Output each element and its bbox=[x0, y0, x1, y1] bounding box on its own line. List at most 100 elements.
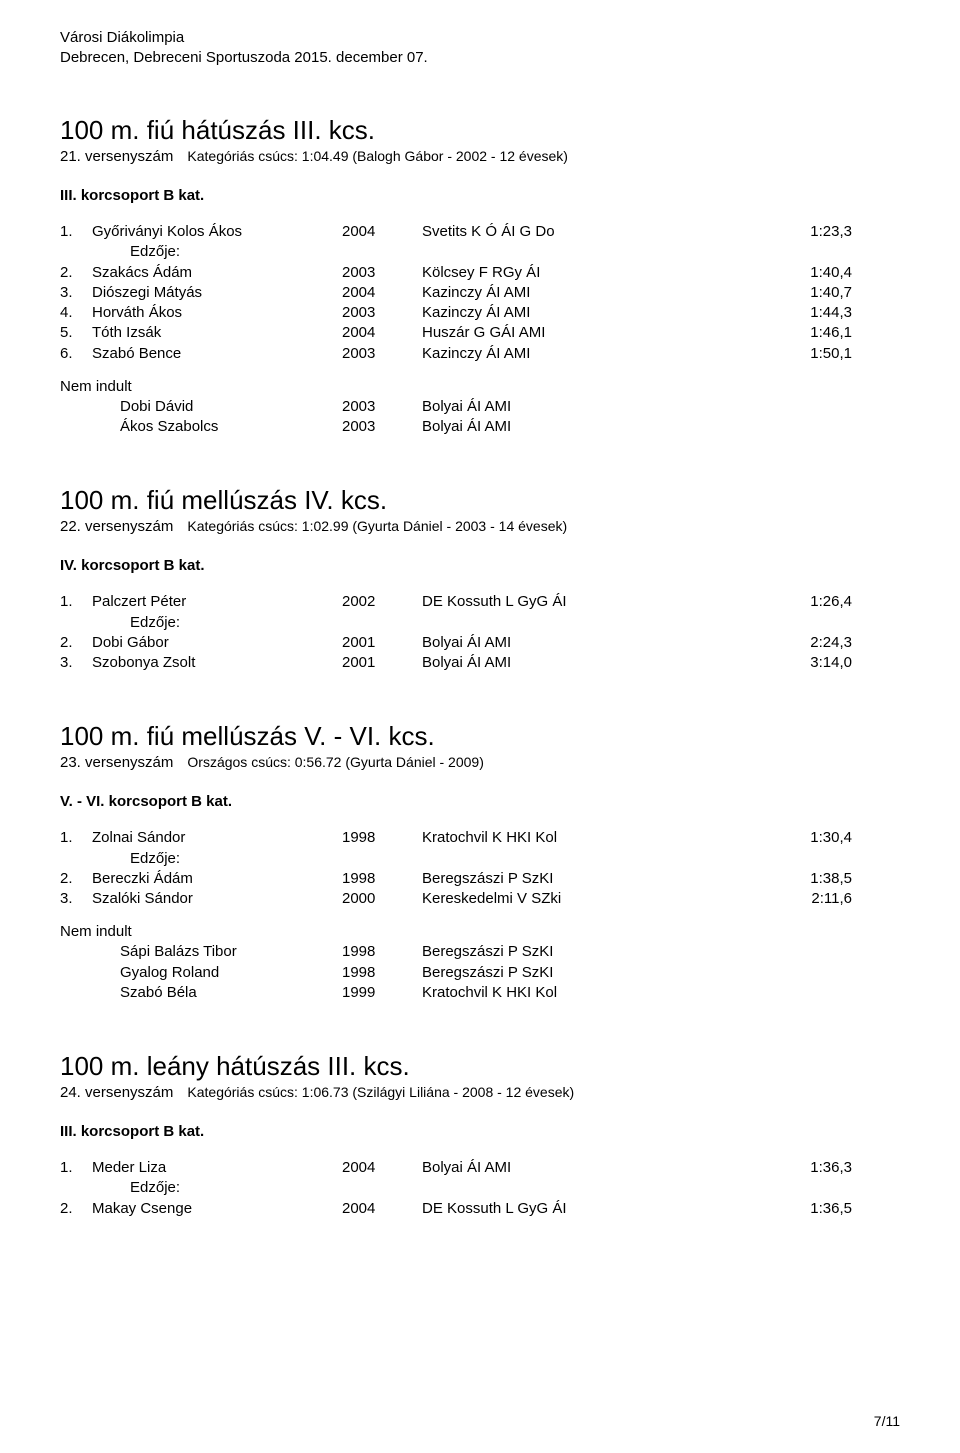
dns-row: Gyalog Roland1998Beregszászi P SzKI bbox=[60, 963, 900, 983]
dns-name: Dobi Dávid bbox=[120, 397, 342, 417]
group-title: III. korcsoport B kat. bbox=[60, 187, 900, 204]
event-title: 100 m. leány hátúszás III. kcs. bbox=[60, 1051, 900, 1082]
record-note: Országos csúcs: 0:56.72 (Gyurta Dániel -… bbox=[187, 754, 483, 770]
dns-row: Sápi Balázs Tibor1998Beregszászi P SzKI bbox=[60, 942, 900, 962]
result-row: 2.Dobi Gábor2001Bolyai ÁI AMI2:24,3 bbox=[60, 633, 900, 653]
dns-row: Szabó Béla1999Kratochvil K HKI Kol bbox=[60, 983, 900, 1003]
group-title: III. korcsoport B kat. bbox=[60, 1123, 900, 1140]
result-row: 4.Horváth Ákos2003Kazinczy ÁI AMI1:44,3 bbox=[60, 303, 900, 323]
result-row: 1.Meder Liza2004Bolyai ÁI AMI1:36,3 bbox=[60, 1158, 900, 1178]
result-time: 1:26,4 bbox=[752, 592, 852, 612]
dns-year: 2003 bbox=[342, 397, 422, 417]
result-name: Tóth Izsák bbox=[92, 323, 342, 343]
event-subline: 23. versenyszám Országos csúcs: 0:56.72 (… bbox=[60, 754, 900, 771]
event-title: 100 m. fiú hátúszás III. kcs. bbox=[60, 115, 900, 146]
result-rank: 2. bbox=[60, 869, 92, 889]
event-number: 22. versenyszám bbox=[60, 518, 173, 535]
event-number: 23. versenyszám bbox=[60, 754, 173, 771]
result-club: Kölcsey F RGy ÁI bbox=[422, 263, 752, 283]
result-year: 2004 bbox=[342, 283, 422, 303]
result-rank: 3. bbox=[60, 889, 92, 909]
page-number: 7/11 bbox=[874, 1413, 900, 1429]
result-name: Diószegi Mátyás bbox=[92, 283, 342, 303]
result-rank: 2. bbox=[60, 633, 92, 653]
event-subline: 22. versenyszámKategóriás csúcs: 1:02.99… bbox=[60, 518, 900, 535]
dns-year: 1999 bbox=[342, 983, 422, 1003]
result-club: DE Kossuth L GyG ÁI bbox=[422, 1199, 752, 1219]
event-title: 100 m. fiú mellúszás V. - VI. kcs. bbox=[60, 721, 900, 752]
dns-name: Gyalog Roland bbox=[120, 963, 342, 983]
coach-label: Edzője: bbox=[60, 613, 900, 633]
result-time: 2:11,6 bbox=[752, 889, 852, 909]
result-time: 1:36,5 bbox=[752, 1199, 852, 1219]
result-club: Bolyai ÁI AMI bbox=[422, 1158, 752, 1178]
result-club: Beregszászi P SzKI bbox=[422, 869, 752, 889]
result-rank: 2. bbox=[60, 1199, 92, 1219]
result-row: 3.Diószegi Mátyás2004Kazinczy ÁI AMI1:40… bbox=[60, 283, 900, 303]
result-row: 1.Zolnai Sándor1998Kratochvil K HKI Kol1… bbox=[60, 828, 900, 848]
result-time: 3:14,0 bbox=[752, 653, 852, 673]
result-row: 3.Szobonya Zsolt2001Bolyai ÁI AMI3:14,0 bbox=[60, 653, 900, 673]
dns-year: 2003 bbox=[342, 417, 422, 437]
dns-row: Ákos Szabolcs2003Bolyai ÁI AMI bbox=[60, 417, 900, 437]
result-rank: 1. bbox=[60, 222, 92, 242]
result-year: 2004 bbox=[342, 1158, 422, 1178]
result-club: Kratochvil K HKI Kol bbox=[422, 828, 752, 848]
event-subline: 24. versenyszámKategóriás csúcs: 1:06.73… bbox=[60, 1084, 900, 1101]
result-row: 6.Szabó Bence2003Kazinczy ÁI AMI1:50,1 bbox=[60, 344, 900, 364]
result-club: Huszár G GÁI AMI bbox=[422, 323, 752, 343]
event-block: 100 m. fiú mellúszás IV. kcs. 22. verseny… bbox=[60, 485, 900, 673]
result-time: 1:40,7 bbox=[752, 283, 852, 303]
result-club: Svetits K Ó ÁI G Do bbox=[422, 222, 752, 242]
dns-row: Dobi Dávid2003Bolyai ÁI AMI bbox=[60, 397, 900, 417]
result-row: 5.Tóth Izsák2004Huszár G GÁI AMI1:46,1 bbox=[60, 323, 900, 343]
event-block: 100 m. fiú hátúszás III. kcs. 21. verseny… bbox=[60, 115, 900, 437]
dns-club: Beregszászi P SzKI bbox=[422, 963, 752, 983]
result-rank: 6. bbox=[60, 344, 92, 364]
result-time: 1:30,4 bbox=[752, 828, 852, 848]
result-year: 1998 bbox=[342, 869, 422, 889]
dns-year: 1998 bbox=[342, 963, 422, 983]
result-club: DE Kossuth L GyG ÁI bbox=[422, 592, 752, 612]
result-club: Kazinczy ÁI AMI bbox=[422, 344, 752, 364]
result-year: 1998 bbox=[342, 828, 422, 848]
result-time: 1:38,5 bbox=[752, 869, 852, 889]
result-name: Makay Csenge bbox=[92, 1199, 342, 1219]
result-time: 1:40,4 bbox=[752, 263, 852, 283]
result-name: Meder Liza bbox=[92, 1158, 342, 1178]
dns-club: Bolyai ÁI AMI bbox=[422, 397, 752, 417]
result-year: 2003 bbox=[342, 344, 422, 364]
result-year: 2002 bbox=[342, 592, 422, 612]
dns-name: Sápi Balázs Tibor bbox=[120, 942, 342, 962]
result-rank: 1. bbox=[60, 1158, 92, 1178]
result-time: 1:44,3 bbox=[752, 303, 852, 323]
result-row: 1.Palczert Péter2002DE Kossuth L GyG ÁI1… bbox=[60, 592, 900, 612]
result-name: Zolnai Sándor bbox=[92, 828, 342, 848]
result-year: 2000 bbox=[342, 889, 422, 909]
result-club: Kazinczy ÁI AMI bbox=[422, 283, 752, 303]
dns-club: Kratochvil K HKI Kol bbox=[422, 983, 752, 1003]
result-row: 2.Szakács Ádám2003Kölcsey F RGy ÁI1:40,4 bbox=[60, 263, 900, 283]
group-title: IV. korcsoport B kat. bbox=[60, 557, 900, 574]
result-club: Bolyai ÁI AMI bbox=[422, 633, 752, 653]
result-rank: 5. bbox=[60, 323, 92, 343]
result-rank: 1. bbox=[60, 592, 92, 612]
event-subline: 21. versenyszámKategóriás csúcs: 1:04.49… bbox=[60, 148, 900, 165]
dns-club: Beregszászi P SzKI bbox=[422, 942, 752, 962]
coach-label: Edzője: bbox=[60, 1178, 900, 1198]
result-year: 2004 bbox=[342, 323, 422, 343]
result-row: 1.Győriványi Kolos Ákos2004Svetits K Ó Á… bbox=[60, 222, 900, 242]
event-number: 24. versenyszám bbox=[60, 1084, 173, 1101]
record-note: Kategóriás csúcs: 1:04.49 (Balogh Gábor … bbox=[187, 148, 568, 164]
dns-year: 1998 bbox=[342, 942, 422, 962]
result-year: 2003 bbox=[342, 263, 422, 283]
event-title: 100 m. fiú mellúszás IV. kcs. bbox=[60, 485, 900, 516]
result-year: 2004 bbox=[342, 1199, 422, 1219]
result-name: Palczert Péter bbox=[92, 592, 342, 612]
result-time: 1:46,1 bbox=[752, 323, 852, 343]
result-time: 2:24,3 bbox=[752, 633, 852, 653]
result-year: 2004 bbox=[342, 222, 422, 242]
result-row: 2.Makay Csenge2004DE Kossuth L GyG ÁI1:3… bbox=[60, 1199, 900, 1219]
group-title: V. - VI. korcsoport B kat. bbox=[60, 793, 900, 810]
result-rank: 1. bbox=[60, 828, 92, 848]
